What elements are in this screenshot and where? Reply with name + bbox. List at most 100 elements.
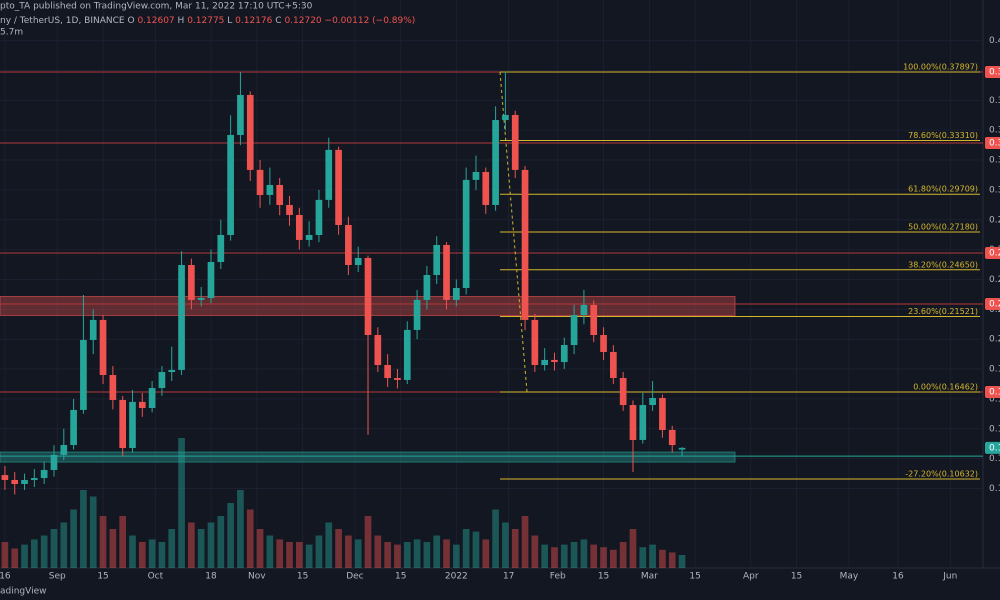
volume-bar	[345, 535, 352, 568]
volume-bar	[80, 490, 87, 568]
candle-body	[619, 378, 627, 406]
candle-body	[590, 305, 598, 336]
candle-body	[335, 149, 342, 225]
volume-bar	[521, 516, 529, 568]
y-tick-label: 0.14	[989, 424, 1000, 434]
volume-bar	[619, 542, 627, 568]
ohlc-value: 0.12720	[284, 16, 321, 26]
ohlc-value: 0.12775	[187, 16, 224, 26]
y-tick-label: 0.18	[989, 365, 1000, 375]
volume-bar	[99, 516, 107, 568]
volume-bar	[413, 539, 421, 568]
candle-body	[276, 184, 284, 205]
x-tick-label: Jun	[942, 572, 957, 582]
volume-bar	[511, 529, 519, 568]
volume-bar	[11, 548, 19, 568]
volume-bar	[354, 539, 362, 568]
y-tick-label: 0.28	[989, 215, 1000, 225]
candle-body	[227, 134, 234, 235]
fib-label: 78.60%(0.33310)	[908, 131, 978, 140]
candle-body	[246, 94, 254, 170]
candle-body	[394, 378, 401, 380]
candle-body	[109, 375, 117, 400]
level-tag	[985, 297, 1000, 310]
ohlc-key: L	[227, 16, 232, 26]
volume-bar	[217, 516, 225, 568]
volume-legend: 5.7m	[0, 28, 23, 38]
candle-body	[21, 479, 28, 485]
fib-label: 0.00%(0.16462)	[913, 383, 978, 392]
candle-body	[354, 257, 362, 265]
candle-body	[580, 305, 588, 316]
candle-body	[119, 399, 127, 449]
ohlc-value: 0.12176	[235, 16, 272, 26]
level-tag	[985, 65, 1000, 78]
candle-body	[541, 359, 548, 366]
candle-body	[433, 244, 441, 275]
volume-bar	[678, 555, 686, 568]
candle-body	[364, 257, 372, 336]
volume-bar	[305, 544, 313, 568]
volume-bar	[21, 544, 28, 568]
candle-body	[452, 287, 460, 300]
x-tick-label: 2022	[445, 572, 468, 582]
y-tick-label: 0.4	[989, 36, 1000, 46]
candle-body	[570, 315, 578, 346]
y-tick-label: 0.32	[989, 156, 1000, 166]
candle-body	[639, 405, 647, 440]
volume-bar	[295, 542, 303, 568]
y-tick-label: 0.36	[989, 96, 1000, 106]
volume-bar	[629, 529, 637, 568]
y-tick-label: 0.16	[989, 394, 1000, 404]
fib-label: 50.00%(0.27180)	[908, 222, 978, 231]
x-tick-label: May	[840, 572, 859, 582]
x-tick-label: 15	[689, 572, 700, 582]
fib-label: 100.00%(0.37897)	[903, 63, 978, 72]
last-price-tag	[985, 441, 1000, 454]
volume-bar	[649, 544, 656, 568]
zone	[0, 451, 736, 463]
volume-bar	[158, 542, 166, 568]
x-tick-label: 15	[97, 572, 108, 582]
candle-body	[50, 454, 58, 470]
x-tick-label: Feb	[550, 572, 566, 582]
candle-body	[237, 94, 244, 135]
volume-bar	[89, 496, 97, 568]
candle-body	[502, 114, 509, 121]
candle-body	[168, 369, 176, 373]
last-price-label: 0.1272	[989, 443, 1000, 453]
volume-bar	[119, 516, 127, 568]
candle-body	[403, 329, 411, 380]
y-tick-label: 0.3	[989, 185, 1000, 195]
volume-bar	[60, 522, 68, 568]
candle-body	[315, 199, 323, 235]
candle-body	[286, 204, 293, 215]
candle-body	[413, 299, 421, 330]
x-tick-label: 15	[598, 572, 609, 582]
x-tick-label: 18	[205, 572, 217, 582]
volume-bar	[590, 544, 598, 568]
change: −0.00112 (−0.89%)	[325, 16, 416, 26]
volume-bar	[178, 438, 185, 568]
level-tag-label: 0.3314	[989, 139, 1000, 149]
y-tick-label: 0.2	[989, 335, 1000, 345]
symbol: ny / TetherUS, 1D, BINANCE	[0, 16, 125, 26]
level-tag	[985, 386, 1000, 399]
candle-body	[345, 224, 352, 265]
candle-body	[384, 365, 391, 379]
x-tick-label: 16	[0, 572, 11, 582]
candle-body	[472, 171, 480, 180]
candle-body	[610, 352, 617, 379]
ohlc-value: 0.12607	[137, 16, 174, 26]
candle-body	[629, 405, 637, 440]
candle-body	[423, 274, 431, 300]
candle-body	[217, 234, 225, 263]
candle-body	[40, 469, 48, 479]
candle-body	[659, 398, 666, 430]
volume-bar	[570, 542, 578, 568]
volume-bar	[138, 542, 146, 568]
x-tick-label: Dec	[346, 572, 363, 582]
volume-bar	[276, 539, 284, 568]
